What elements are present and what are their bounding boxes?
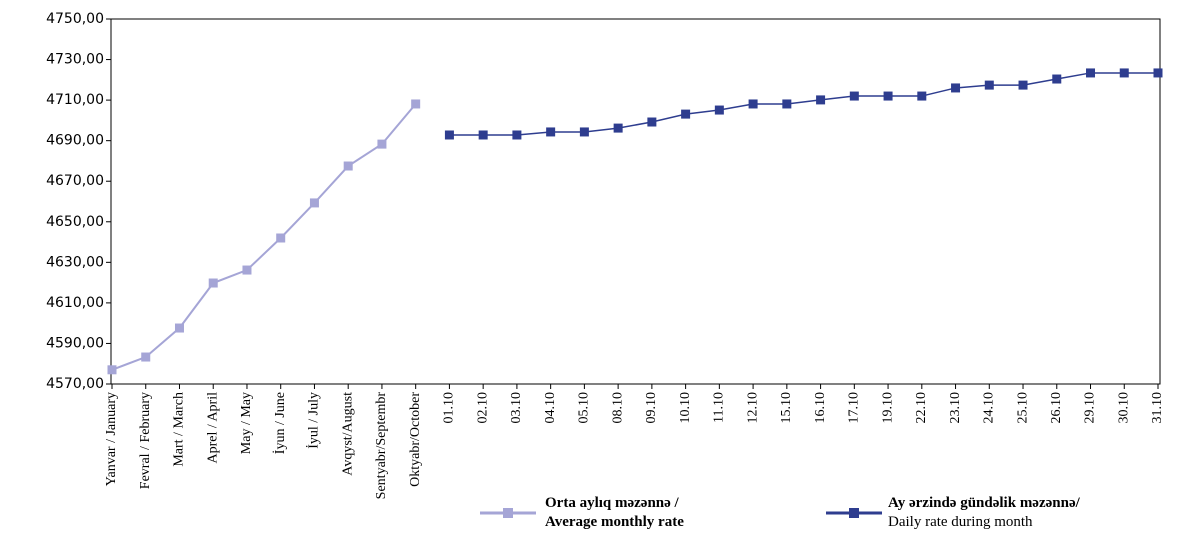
x-tick-label: 09.10 (644, 392, 659, 424)
y-tick-label: 4750,00 (46, 11, 104, 27)
point (647, 117, 657, 127)
x-tick-label: 17.10 (847, 392, 862, 424)
point (411, 99, 421, 109)
y-tick-label: 4650,00 (46, 214, 104, 230)
legend-label: Orta aylıq məzənnə / Average monthly rat… (545, 495, 684, 530)
x-tick-label: 04.10 (543, 392, 558, 424)
point (208, 278, 218, 288)
x-tick-label: 08.10 (610, 392, 625, 424)
x-tick-label: İyun / June (272, 392, 288, 454)
y-tick-label: 4730,00 (46, 52, 104, 68)
y-tick-label: 4710,00 (46, 92, 104, 108)
x-tick-label: İyul / July (306, 392, 322, 449)
point (546, 127, 556, 137)
x-tick-label: 26.10 (1049, 392, 1064, 424)
x-tick-label: Yanvar / January (104, 392, 119, 486)
point (174, 323, 184, 333)
point (1018, 80, 1028, 90)
point (1086, 68, 1096, 78)
point (984, 80, 994, 90)
point (748, 99, 758, 109)
point (1153, 68, 1163, 78)
y-tick-label: 4690,00 (46, 133, 104, 149)
x-tick-label: 24.10 (982, 392, 997, 424)
point (377, 139, 387, 149)
x-tick-label: 31.10 (1150, 392, 1165, 424)
x-tick-label: 12.10 (745, 392, 760, 424)
y-tick-label: 4570,00 (46, 376, 104, 392)
point (782, 99, 792, 109)
legend-marker (849, 508, 859, 518)
point (579, 127, 589, 137)
x-tick-label: 01.10 (442, 392, 457, 424)
y-tick-label: 4630,00 (46, 254, 104, 270)
plot-frame (110, 18, 1161, 385)
point (343, 161, 353, 171)
x-tick-label: 10.10 (678, 392, 693, 424)
series-line (111, 103, 417, 371)
x-tick-label: 22.10 (914, 392, 929, 424)
x-tick-label: Sentyabr/Septembr (374, 392, 389, 500)
x-tick-label: 03.10 (509, 392, 524, 424)
x-tick-label: 05.10 (577, 392, 592, 424)
x-tick-label: Mart / March (172, 392, 187, 467)
y-tick-label: 4590,00 (46, 335, 104, 351)
x-tick-label: Fevral / February (138, 392, 153, 489)
x-tick-label: 25.10 (1015, 392, 1030, 424)
x-tick-label: Aprel / April (205, 392, 220, 464)
x-tick-label: 15.10 (779, 392, 794, 424)
point (309, 198, 319, 208)
legend-marker (503, 508, 513, 518)
point (951, 83, 961, 93)
point (613, 123, 623, 133)
x-tick-label: 19.10 (880, 392, 895, 424)
point (1052, 74, 1062, 84)
point (681, 109, 691, 119)
point (816, 95, 826, 105)
point (917, 91, 927, 101)
x-tick-label: May / May (239, 392, 254, 454)
point (478, 130, 488, 140)
x-tick-label: 02.10 (475, 392, 490, 424)
point (1119, 68, 1129, 78)
series-line (449, 72, 1158, 136)
point (242, 265, 252, 275)
x-tick-label: Oktyabr/October (408, 392, 423, 487)
point (883, 91, 893, 101)
x-tick-label: 11.10 (712, 392, 727, 423)
point (141, 352, 151, 362)
point (444, 130, 454, 140)
point (849, 91, 859, 101)
point (714, 105, 724, 115)
point (276, 233, 286, 243)
point (107, 365, 117, 375)
point (512, 130, 522, 140)
x-tick-label: 16.10 (813, 392, 828, 424)
y-tick-label: 4670,00 (46, 173, 104, 189)
y-tick-label: 4610,00 (46, 295, 104, 311)
x-tick-label: Avqyst/August (340, 392, 355, 476)
legend-label: Ay ərzində gündəlik məzənnə/ Daily rate … (888, 495, 1080, 530)
x-tick-label: 23.10 (948, 392, 963, 424)
x-tick-label: 30.10 (1116, 392, 1131, 424)
x-tick-label: 29.10 (1083, 392, 1098, 424)
